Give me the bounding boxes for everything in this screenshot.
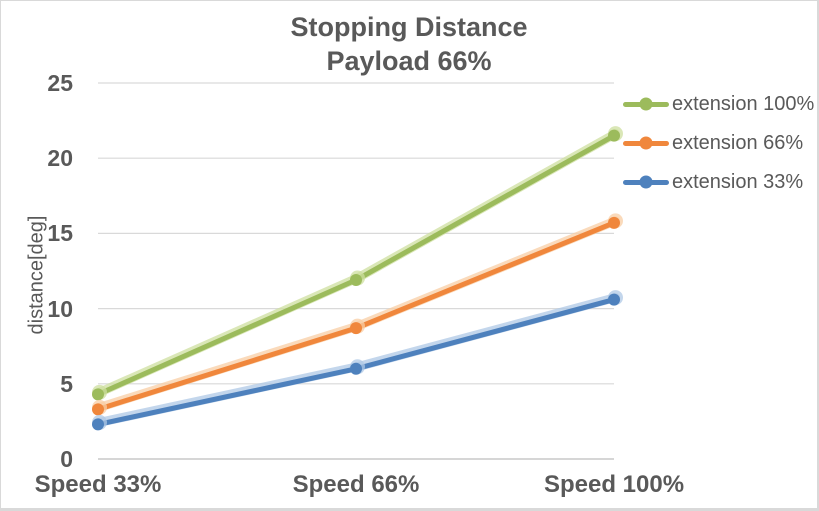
legend-label: extension 33%	[672, 170, 804, 193]
legend-item-2: extension 66%	[623, 130, 803, 156]
series-halo-extension-100-	[95, 129, 620, 397]
y-tick-label-20: 20	[47, 145, 73, 172]
data-point-extension-100-	[350, 274, 362, 287]
legend-label: extension 100%	[672, 92, 815, 115]
x-tick-label-1: Speed 33%	[34, 471, 162, 498]
legend-line-marker-icon	[623, 97, 669, 111]
legend-line-marker-icon	[623, 175, 669, 189]
data-point-extension-66-	[608, 216, 620, 229]
legend-label: extension 66%	[672, 131, 804, 154]
y-tick-label-0: 0	[60, 446, 73, 472]
data-point-extension-33-	[92, 418, 104, 431]
y-tick-label-25: 25	[47, 70, 73, 96]
x-tick-label-2: Speed 66%	[292, 471, 420, 498]
data-point-extension-100-	[92, 388, 104, 401]
x-tick-label-3: Speed 100%	[543, 471, 685, 498]
y-tick-label-5: 5	[60, 370, 73, 397]
y-tick-label-10: 10	[47, 295, 73, 322]
data-point-extension-33-	[350, 362, 362, 375]
legend-item-3: extension 33%	[623, 169, 803, 195]
legend-line-marker-icon	[623, 136, 669, 150]
legend-dot-icon	[639, 97, 653, 111]
data-point-extension-66-	[92, 403, 104, 416]
data-point-extension-66-	[350, 322, 362, 335]
data-point-extension-100-	[608, 129, 620, 142]
legend-dot-icon	[639, 136, 653, 150]
y-tick-label-15: 15	[47, 220, 73, 247]
legend-item-1: extension 100%	[623, 91, 814, 117]
data-point-extension-33-	[608, 293, 620, 306]
legend-dot-icon	[639, 175, 653, 189]
